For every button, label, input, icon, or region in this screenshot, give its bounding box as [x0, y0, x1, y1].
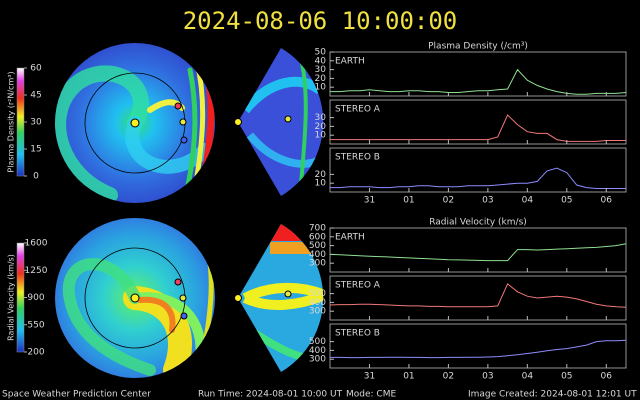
- colorbar-tick-label: 60: [30, 64, 42, 74]
- y-tick-label: 300: [309, 355, 326, 365]
- y-tick-label: 700: [309, 224, 326, 234]
- colorbar-tick-label: 0: [33, 172, 39, 182]
- y-tick-label: 20: [315, 122, 327, 132]
- colorbar-tick-label: 550: [27, 320, 44, 330]
- density-disk: [55, 43, 215, 203]
- panel: [329, 51, 627, 97]
- series-line: [330, 167, 626, 189]
- colorbar: [16, 242, 25, 353]
- y-tick-label: 40: [315, 56, 327, 66]
- colorbar-tick-label: 900: [27, 293, 44, 303]
- series-name: STEREO B: [335, 153, 380, 163]
- footer-run-time: Run Time: 2024-08-01 10:00 UT: [198, 390, 343, 400]
- x-tick-label: 06: [601, 372, 613, 382]
- y-tick-label: 10: [315, 179, 327, 189]
- series-name: STEREO A: [335, 281, 381, 291]
- y-tick-label: 500: [309, 289, 326, 299]
- series-line: [330, 114, 626, 142]
- y-tick-label: 500: [309, 337, 326, 347]
- chart-title: Plasma Density (/cm³): [428, 42, 528, 52]
- x-tick-label: 04: [522, 372, 534, 382]
- series-line: [329, 243, 627, 262]
- y-tick-label: 600: [309, 232, 326, 242]
- colorbar: [16, 67, 25, 177]
- colorbar-label: Radial Velocity (km/s): [7, 254, 16, 341]
- y-tick-label: 10: [315, 83, 327, 93]
- panel: [329, 323, 627, 369]
- colorbar-tick-label: 30: [30, 118, 42, 128]
- y-tick-label: 300: [309, 307, 326, 317]
- y-tick-label: 30: [315, 113, 327, 123]
- y-tick-label: 400: [309, 346, 326, 356]
- x-tick-label: 01: [403, 196, 414, 206]
- series-name: EARTH: [335, 233, 365, 243]
- panel: [329, 275, 627, 321]
- y-tick-label: 500: [309, 241, 326, 251]
- series-line: [330, 68, 627, 95]
- x-tick-label: 02: [443, 196, 454, 206]
- panel: [329, 99, 627, 145]
- y-tick-label: 50: [315, 48, 327, 58]
- colorbar-label: Plasma Density (r²N/cm³): [7, 71, 16, 172]
- x-tick-label: 06: [601, 196, 613, 206]
- x-tick-label: 31: [364, 372, 375, 382]
- x-tick-label: 04: [522, 196, 534, 206]
- panel: [329, 147, 627, 193]
- colorbar-tick-label: 15: [30, 145, 41, 155]
- x-tick-label: 03: [482, 196, 493, 206]
- x-tick-label: 01: [403, 372, 414, 382]
- density-wedge: [234, 48, 324, 196]
- panel: [329, 227, 627, 273]
- y-tick-label: 20: [315, 74, 327, 84]
- series-line: [330, 339, 627, 359]
- x-tick-label: 02: [443, 372, 454, 382]
- colorbar-tick-label: 1600: [25, 239, 48, 249]
- colorbar-tick-label: 1250: [25, 266, 48, 276]
- series-name: STEREO A: [335, 105, 381, 115]
- y-tick-label: 10: [315, 131, 327, 141]
- title: 2024-08-06 10:00:00: [183, 7, 458, 35]
- colorbar-tick-label: 200: [27, 348, 44, 358]
- y-tick-label: 400: [309, 298, 326, 308]
- footer-created: Image Created: 2024-08-01 12:01 UT: [468, 390, 637, 400]
- x-tick-label: 05: [561, 372, 572, 382]
- series-line: [329, 283, 627, 308]
- velocity-disk: [55, 218, 215, 378]
- x-tick-label: 05: [561, 196, 572, 206]
- footer-mode: Mode: CME: [346, 390, 396, 400]
- x-tick-label: 03: [482, 372, 493, 382]
- chart-title: Radial Velocity (km/s): [429, 218, 527, 228]
- y-tick-label: 30: [315, 65, 327, 75]
- y-tick-label: 20: [315, 170, 327, 180]
- footer-center: Space Weather Prediction Center: [2, 390, 151, 400]
- colorbar-tick-label: 45: [30, 91, 41, 101]
- y-tick-label: 300: [309, 259, 326, 269]
- series-name: EARTH: [335, 57, 365, 67]
- series-name: STEREO B: [335, 329, 380, 339]
- y-tick-label: 400: [309, 250, 326, 260]
- x-tick-label: 31: [364, 196, 375, 206]
